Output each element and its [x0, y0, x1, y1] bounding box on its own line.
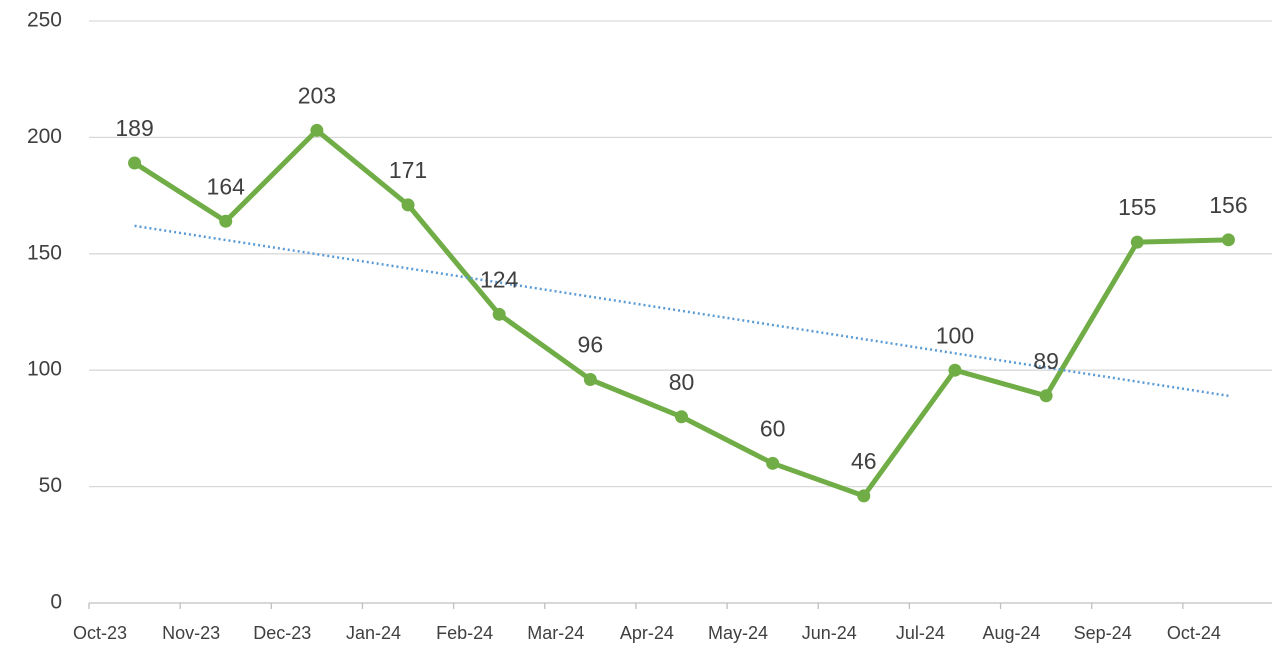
x-tick-label: Sep-24	[1074, 623, 1132, 643]
x-tick-label: Oct-23	[73, 623, 127, 643]
data-point	[1130, 235, 1144, 249]
data-label: 60	[760, 415, 786, 441]
x-tick-label: Dec-23	[253, 623, 311, 643]
data-point	[583, 373, 597, 387]
data-label: 155	[1118, 194, 1156, 220]
data-point	[492, 307, 506, 321]
data-point	[128, 156, 142, 170]
data-point	[1039, 389, 1053, 403]
x-tick-label: Nov-23	[162, 623, 220, 643]
data-point	[1221, 233, 1235, 247]
data-label: 46	[851, 448, 877, 474]
data-point	[310, 123, 324, 137]
y-tick-label: 150	[27, 241, 62, 264]
data-label: 89	[1033, 348, 1059, 374]
data-label: 164	[207, 173, 246, 199]
x-tick-label: Jul-24	[896, 623, 945, 643]
x-tick-label: Feb-24	[436, 623, 493, 643]
y-tick-label: 200	[27, 125, 62, 148]
data-point	[675, 410, 688, 424]
data-point	[219, 214, 233, 228]
y-tick-label: 100	[27, 358, 62, 381]
data-label: 80	[669, 369, 695, 395]
data-label: 124	[480, 266, 519, 292]
data-point	[766, 456, 780, 470]
x-tick-label: Jun-24	[802, 623, 857, 643]
x-tick-label: May-24	[708, 623, 768, 643]
x-tick-label: Aug-24	[983, 623, 1041, 643]
data-label: 156	[1209, 192, 1247, 218]
data-point	[948, 363, 962, 377]
data-label: 203	[298, 82, 336, 108]
x-tick-label: Mar-24	[527, 623, 584, 643]
data-point	[857, 489, 871, 503]
x-tick-label: Oct-24	[1167, 623, 1221, 643]
x-tick-label: Jan-24	[346, 623, 401, 643]
data-label: 189	[115, 115, 153, 141]
data-point	[401, 198, 415, 212]
data-line	[133, 127, 1229, 499]
data-label: 171	[389, 157, 427, 183]
data-label: 96	[578, 332, 604, 358]
data-label: 100	[936, 322, 974, 348]
y-tick-label: 50	[39, 474, 62, 497]
y-tick-label: 250	[27, 9, 62, 32]
y-tick-label: 0	[50, 591, 62, 614]
x-tick-label: Apr-24	[620, 623, 674, 643]
